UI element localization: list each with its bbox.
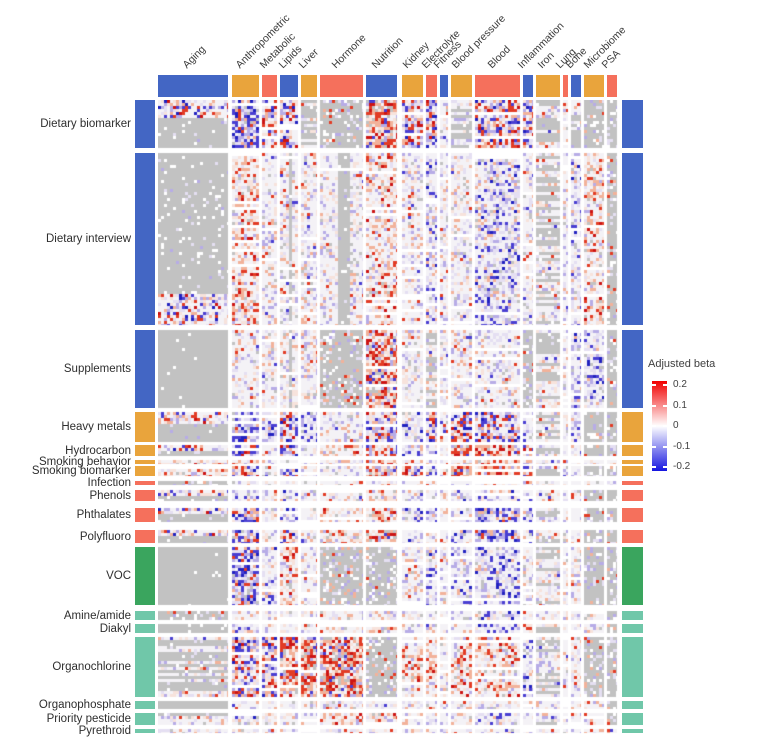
row-annotation-left-infection — [135, 481, 155, 485]
column-header-bar-inflammation — [523, 75, 533, 97]
row-annotation-right-heavy-metals — [622, 412, 643, 442]
row-annotation-left-dietary-biomarker — [135, 100, 155, 148]
legend-tick-mark — [652, 466, 656, 468]
row-annotation-left-diakyl — [135, 624, 155, 633]
row-annotation-right-infection — [622, 481, 643, 485]
row-label-polyfluoro: Polyfluoro — [79, 530, 131, 543]
row-label-organochlorine: Organochlorine — [52, 661, 131, 673]
row-annotation-left-organophosphate — [135, 701, 155, 709]
row-annotation-left-supplements — [135, 330, 155, 408]
column-header-bar-lung — [563, 75, 568, 97]
column-label-hormone: Hormone — [329, 31, 369, 71]
legend-title: Adjusted beta — [648, 358, 716, 370]
column-label-aging: Aging — [180, 43, 208, 71]
row-annotation-right-smoking-biomarker — [622, 466, 643, 476]
row-annotation-left-organochlorine — [135, 637, 155, 697]
row-label-dietary-biomarker: Dietary biomarker — [40, 118, 131, 130]
column-header-bar-fitness — [440, 75, 448, 97]
column-header-bar-nutrition — [366, 75, 397, 97]
column-header-bar-aging — [158, 75, 228, 97]
row-label-hydrocarbon: Hydrocarbon — [65, 444, 131, 457]
column-header-bar-kidney — [402, 75, 423, 97]
column-header-bar-microbiome — [584, 75, 604, 97]
row-annotation-right-pyrethroid — [622, 729, 643, 733]
row-label-smoking-behavior: Smoking behavior — [38, 456, 131, 468]
row-label-diakyl: Diakyl — [99, 622, 131, 635]
row-label-phthalates: Phthalates — [76, 509, 131, 521]
legend-tick-mark — [663, 445, 667, 448]
legend-tick-label-0-1: 0.1 — [673, 399, 687, 411]
legend-tick-mark — [663, 425, 667, 427]
legend-tick-label-0-2: -0.2 — [673, 461, 691, 472]
column-header-bar-lipids — [280, 75, 298, 97]
legend-tick-label-0-2: 0.2 — [673, 379, 687, 390]
row-annotation-right-smoking-behavior — [622, 460, 643, 464]
row-label-supplements: Supplements — [63, 363, 131, 375]
legend-tick-label-0: 0 — [673, 420, 679, 431]
row-annotation-right-polyfluoro — [622, 530, 643, 543]
legend-tick-mark — [663, 466, 667, 468]
column-label-nutrition: Nutrition — [369, 34, 406, 71]
row-label-voc: VOC — [106, 570, 131, 582]
column-header-bar-bone — [571, 75, 581, 97]
row-label-dietary-interview: Dietary interview — [46, 233, 131, 245]
row-label-phenols: Phenols — [89, 489, 131, 502]
row-annotation-right-dietary-biomarker — [622, 100, 643, 148]
legend-tick-label-0-1: -0.1 — [673, 440, 691, 452]
row-annotation-right-voc — [622, 547, 643, 605]
legend-tick-mark — [652, 425, 656, 427]
row-annotation-right-phenols — [622, 490, 643, 501]
row-label-smoking-biomarker: Smoking biomarker — [31, 465, 131, 477]
column-header-bar-blood-pressure — [451, 75, 472, 97]
colorbar-gradient — [652, 381, 667, 471]
column-label-blood: Blood — [485, 43, 513, 71]
legend-tick-mark — [663, 404, 667, 407]
legend-tick-mark — [652, 404, 656, 407]
row-annotation-right-organophosphate — [622, 701, 643, 709]
column-header-bar-iron — [536, 75, 560, 97]
row-label-amine-amide: Amine/amide — [63, 609, 131, 622]
column-header-bar-metabolic — [262, 75, 277, 97]
row-annotation-left-pyrethroid — [135, 729, 155, 733]
row-label-pyrethroid: Pyrethroid — [78, 725, 131, 737]
row-label-infection: Infection — [87, 477, 131, 489]
row-annotation-left-phenols — [135, 490, 155, 501]
column-header-bar-anthropometric — [232, 75, 259, 97]
row-annotation-right-diakyl — [622, 624, 643, 633]
row-annotation-right-hydrocarbon — [622, 445, 643, 456]
row-annotation-left-phthalates — [135, 508, 155, 522]
row-annotation-left-hydrocarbon — [135, 445, 155, 456]
row-annotation-left-heavy-metals — [135, 412, 155, 442]
row-annotation-right-organochlorine — [622, 637, 643, 697]
row-annotation-left-amine-amide — [135, 611, 155, 620]
column-header-bar-psa — [607, 75, 617, 97]
row-annotation-left-polyfluoro — [135, 530, 155, 543]
row-label-heavy-metals: Heavy metals — [61, 421, 131, 433]
row-annotation-left-priority-pesticide — [135, 713, 155, 725]
column-header-bar-electrolyte — [426, 75, 437, 97]
column-header-bar-liver — [301, 75, 317, 97]
legend-tick-mark — [663, 384, 667, 386]
column-header-bar-hormone — [320, 75, 363, 97]
column-header-bar-blood — [475, 75, 520, 97]
row-annotation-left-dietary-interview — [135, 153, 155, 325]
row-annotation-right-supplements — [622, 330, 643, 408]
row-annotation-left-smoking-behavior — [135, 460, 155, 464]
heatmap-cells-canvas — [158, 100, 620, 735]
row-label-priority-pesticide: Priority pesticide — [46, 713, 131, 725]
row-annotation-right-priority-pesticide — [622, 713, 643, 725]
row-annotation-left-voc — [135, 547, 155, 605]
row-annotation-right-amine-amide — [622, 611, 643, 620]
row-annotation-left-smoking-biomarker — [135, 466, 155, 476]
legend-tick-mark — [652, 445, 656, 448]
row-annotation-right-phthalates — [622, 508, 643, 522]
row-annotation-right-dietary-interview — [622, 153, 643, 325]
row-label-organophosphate: Organophosphate — [38, 699, 131, 711]
legend-tick-mark — [652, 384, 656, 386]
